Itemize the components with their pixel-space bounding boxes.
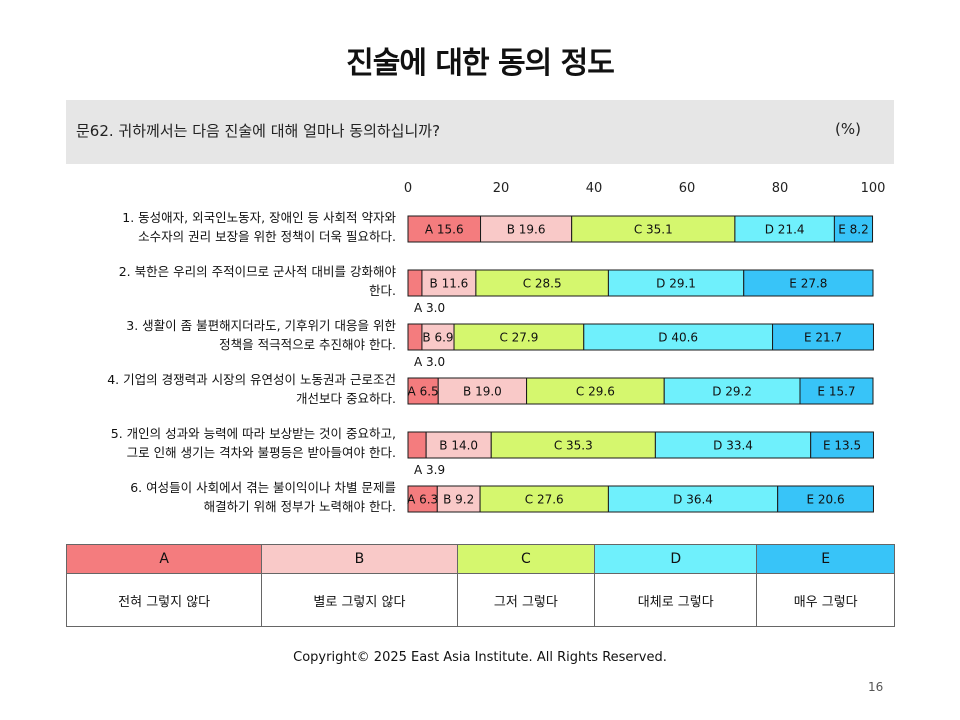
- data-label: B 14.0: [439, 439, 478, 453]
- legend-label-c: 그저 그렇다: [456, 573, 596, 627]
- data-label: C 27.9: [499, 331, 538, 345]
- bar-segment-e: [833, 215, 874, 243]
- data-label: B 19.0: [463, 385, 502, 399]
- bar-segment-a: [407, 269, 423, 297]
- data-label: E 27.8: [789, 277, 827, 291]
- bar-segment-d: [607, 269, 745, 297]
- statement-line: 2. 북한은 우리의 주적이므로 군사적 대비를 강화해야: [118, 264, 396, 279]
- bar-segment-a: [407, 377, 439, 405]
- data-label: E 13.5: [823, 439, 861, 453]
- data-label: E 8.2: [838, 223, 868, 237]
- data-label: C 35.3: [554, 439, 593, 453]
- unit-label: (%): [835, 120, 861, 138]
- bar-segment-d: [734, 215, 835, 243]
- data-label: C 28.5: [523, 277, 562, 291]
- question-text: 문62. 귀하께서는 다음 진술에 대해 얼마나 동의하십니까?: [76, 122, 441, 140]
- legend-header-a: A: [65, 544, 263, 574]
- statement-label: 6. 여성들이 사회에서 겪는 불이익이나 차별 문제를 해결하기 위해 정부가…: [70, 478, 396, 516]
- copyright: Copyright© 2025 East Asia Institute. All…: [293, 650, 667, 665]
- bar-segment-b: [421, 269, 477, 297]
- data-label: D 29.1: [656, 277, 696, 291]
- data-label: A 3.9: [414, 463, 445, 477]
- data-label: D 40.6: [658, 331, 698, 345]
- statement-label: 5. 개인의 성과와 능력에 따라 보상받는 것이 중요하고, 그로 인해 생기…: [70, 424, 396, 462]
- data-label: D 36.4: [673, 493, 713, 507]
- x-tick-label: 20: [493, 181, 510, 196]
- statement-label: 3. 생활이 좀 불편해지더라도, 기후위기 대응을 위한 정책을 적극적으로 …: [70, 316, 396, 354]
- statement-label: 1. 동성애자, 외국인노동자, 장애인 등 사회적 약자와 소수자의 권리 보…: [70, 208, 396, 246]
- legend-header-d: D: [594, 544, 758, 574]
- legend-header-c: C: [456, 544, 596, 574]
- bar-segment-b: [421, 323, 455, 351]
- bar-segment-b: [436, 485, 481, 513]
- data-label: D 33.4: [713, 439, 753, 453]
- bar-segment-a: [407, 323, 423, 351]
- data-label: A 6.3: [407, 493, 438, 507]
- bar-segment-e: [799, 377, 874, 405]
- legend-table: A B C D E 전혀 그렇지 않다 별로 그렇지 않다 그저 그렇다 대체로…: [65, 544, 895, 627]
- bar-segment-d: [583, 323, 774, 351]
- bar-segment-d: [663, 377, 801, 405]
- legend-label-b: 별로 그렇지 않다: [261, 573, 458, 627]
- statement-line: 6. 여성들이 사회에서 겪는 불이익이나 차별 문제를: [130, 480, 396, 495]
- x-tick-label: 60: [679, 181, 696, 196]
- page-title: 진술에 대한 동의 정도: [346, 46, 615, 81]
- statement-line: 한다.: [369, 283, 396, 298]
- bar-segment-a: [407, 215, 482, 243]
- data-label: B 11.6: [430, 277, 469, 291]
- statement-line: 4. 기업의 경쟁력과 시장의 유연성이 노동권과 근로조건: [107, 372, 396, 387]
- data-label: E 15.7: [817, 385, 855, 399]
- statement-label: 4. 기업의 경쟁력과 시장의 유연성이 노동권과 근로조건 개선보다 중요하다…: [70, 370, 396, 408]
- statement-line: 5. 개인의 성과와 능력에 따라 보상받는 것이 중요하고,: [110, 426, 396, 441]
- bar-segment-e: [777, 485, 874, 513]
- data-label: A 6.5: [408, 385, 439, 399]
- bar-segment-b: [425, 431, 492, 459]
- statement-label: 2. 북한은 우리의 주적이므로 군사적 대비를 강화해야 한다.: [70, 262, 396, 300]
- statement-line: 소수자의 권리 보장을 위한 정책이 더욱 필요하다.: [138, 229, 396, 244]
- statement-line: 그로 인해 생기는 격차와 불평등은 받아들여야 한다.: [126, 445, 396, 460]
- legend-label-e: 매우 그렇다: [756, 573, 895, 627]
- x-tick-label: 80: [772, 181, 789, 196]
- bar-segment-e: [810, 431, 874, 459]
- data-label: D 21.4: [765, 223, 805, 237]
- bar-segment-e: [743, 269, 874, 297]
- statement-line: 해결하기 위해 정부가 노력해야 한다.: [203, 499, 396, 514]
- legend-header-e: E: [756, 544, 895, 574]
- data-label: A 15.6: [425, 223, 464, 237]
- legend-label-a: 전혀 그렇지 않다: [65, 573, 263, 627]
- data-label: B 6.9: [422, 331, 453, 345]
- x-tick-label: 100: [861, 181, 886, 196]
- statement-line: 정책을 적극적으로 추진해야 한다.: [219, 337, 396, 352]
- data-label: C 27.6: [525, 493, 564, 507]
- legend-label-d: 대체로 그렇다: [594, 573, 758, 627]
- x-tick-label: 0: [404, 181, 412, 196]
- data-label: E 20.6: [807, 493, 845, 507]
- bar-segment-c: [475, 269, 609, 297]
- page-number: 16: [868, 680, 884, 694]
- data-label: C 35.1: [634, 223, 673, 237]
- bar-segment-a: [407, 431, 427, 459]
- data-label: A 3.0: [414, 355, 445, 369]
- statement-line: 개선보다 중요하다.: [296, 391, 396, 406]
- statement-line: 1. 동성애자, 외국인노동자, 장애인 등 사회적 약자와: [122, 210, 396, 225]
- data-label: B 19.6: [507, 223, 546, 237]
- data-label: E 21.7: [804, 331, 842, 345]
- bar-segment-b: [437, 377, 528, 405]
- statement-line: 3. 생활이 좀 불편해지더라도, 기후위기 대응을 위한: [126, 318, 396, 333]
- bar-segment-c: [490, 431, 656, 459]
- bar-segment-c: [571, 215, 736, 243]
- data-label: A 3.0: [414, 301, 445, 315]
- legend-header-b: B: [261, 544, 458, 574]
- bar-segment-e: [772, 323, 874, 351]
- data-label: D 29.2: [712, 385, 752, 399]
- data-label: B 9.2: [443, 493, 474, 507]
- x-tick-label: 40: [586, 181, 603, 196]
- data-label: C 29.6: [576, 385, 615, 399]
- question-box: 문62. 귀하께서는 다음 진술에 대해 얼마나 동의하십니까? (%): [66, 100, 894, 164]
